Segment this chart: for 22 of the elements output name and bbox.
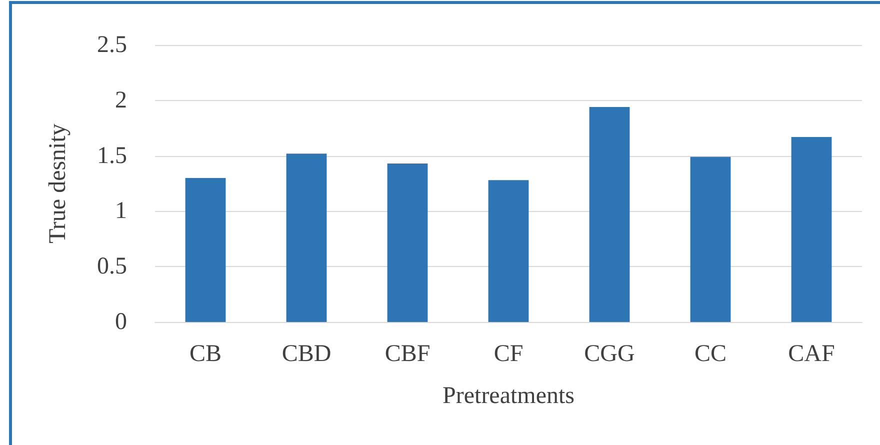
bar [185, 178, 226, 322]
x-axis-title: Pretreatments [442, 383, 574, 409]
bar [488, 180, 529, 322]
y-tick-label: 0.5 [97, 254, 127, 280]
y-axis-title: True desnity [45, 124, 71, 244]
bar [791, 136, 832, 322]
bar [286, 154, 327, 322]
y-tick-label: 2.5 [97, 32, 127, 58]
y-tick-label: 1 [115, 198, 127, 224]
y-tick-label: 2 [115, 87, 127, 114]
x-tick-label: CBD [282, 341, 332, 367]
bar [589, 107, 630, 322]
y-tick-label: 0 [115, 309, 127, 335]
x-tick-label: CBF [384, 341, 430, 367]
bar [387, 164, 428, 322]
x-tick-label: CGG [584, 341, 635, 367]
bar [690, 156, 731, 322]
x-tick-label: CC [694, 341, 727, 367]
x-tick-label: CAF [788, 341, 835, 367]
x-tick-label: CF [494, 341, 524, 367]
y-tick-label: 1.5 [97, 142, 127, 169]
x-tick-label: CB [189, 341, 222, 367]
